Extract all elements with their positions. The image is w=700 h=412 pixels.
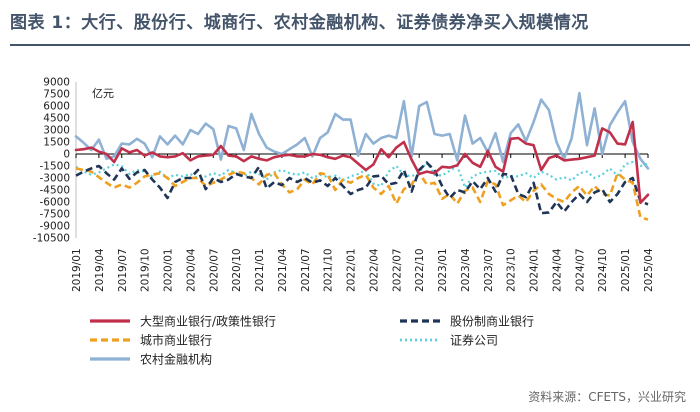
legend-item-4: 农村金融机构 xyxy=(90,352,212,367)
y-tick-label: -10500 xyxy=(33,233,70,245)
y-tick-label: -1500 xyxy=(39,161,70,173)
y-tick-label: 7500 xyxy=(43,89,70,101)
y-tick-label: -4500 xyxy=(39,185,70,197)
legend-item-0: 大型商业银行/政策性银行 xyxy=(90,314,276,329)
x-tick-label: 2024/07 xyxy=(574,248,586,292)
x-tick-label: 2024/04 xyxy=(551,248,563,292)
x-tick-label: 2022/01 xyxy=(346,248,358,292)
title-divider xyxy=(10,44,690,46)
y-tick-label: -3000 xyxy=(39,173,70,185)
legend-item-2: 城市商业银行 xyxy=(90,333,212,348)
legend-label: 大型商业银行/政策性银行 xyxy=(140,314,276,329)
x-tick-label: 2024/10 xyxy=(597,248,609,292)
x-tick-label: 2020/01 xyxy=(163,248,175,292)
y-tick-label: 0 xyxy=(63,149,70,161)
y-tick-label: 3000 xyxy=(43,125,70,137)
y-tick-label: -6000 xyxy=(39,197,70,209)
y-tick-label: 4500 xyxy=(43,113,70,125)
y-tick-label: -9000 xyxy=(39,221,70,233)
x-tick-label: 2021/04 xyxy=(277,248,289,292)
x-tick-label: 2022/10 xyxy=(414,248,426,292)
x-tick-label: 2020/10 xyxy=(231,248,243,292)
x-tick-label: 2023/10 xyxy=(506,248,518,292)
y-tick-label: 1500 xyxy=(43,137,70,149)
x-tick-label: 2025/01 xyxy=(620,248,632,292)
x-tick-label: 2021/10 xyxy=(323,248,335,292)
x-axis: 2019/01 2019/04 2019/07 2019/10 2020/01 2020/… xyxy=(71,153,655,292)
x-tick-label: 2025/04 xyxy=(643,248,655,292)
series-layer xyxy=(74,91,650,221)
series-line-0 xyxy=(74,120,650,205)
series-line-1 xyxy=(75,161,649,215)
y-tick-label: -7500 xyxy=(39,209,70,221)
x-tick-label: 2023/04 xyxy=(460,248,472,292)
y-unit-label: 亿元 xyxy=(92,87,114,100)
y-axis: 9000750060004500300015000-1500-3000-4500… xyxy=(33,77,77,245)
x-tick-label: 2022/07 xyxy=(391,248,403,292)
y-tick-label: 6000 xyxy=(43,101,70,113)
x-tick-label: 2019/07 xyxy=(117,248,129,292)
x-tick-label: 2022/04 xyxy=(368,248,380,292)
legend-label: 证券公司 xyxy=(450,333,498,348)
x-tick-label: 2020/07 xyxy=(208,248,220,292)
series-line-3 xyxy=(75,160,649,189)
x-tick-label: 2023/01 xyxy=(437,248,449,292)
source-note: 资料来源：CFETS，兴业研究 xyxy=(528,390,686,404)
series-line-4 xyxy=(74,91,650,170)
x-tick-label: 2021/01 xyxy=(254,248,266,292)
legend-label: 股份制商业银行 xyxy=(450,314,534,329)
x-tick-label: 2019/10 xyxy=(140,248,152,292)
x-tick-label: 2019/01 xyxy=(71,248,83,292)
chart-title: 图表 1：大行、股份行、城商行、农村金融机构、证券债券净买入规模情况 xyxy=(10,13,589,33)
series-line-2 xyxy=(75,167,649,221)
legend-label: 农村金融机构 xyxy=(140,352,212,367)
x-tick-label: 2021/07 xyxy=(300,248,312,292)
x-tick-label: 2023/07 xyxy=(483,248,495,292)
legend-label: 城市商业银行 xyxy=(140,333,212,348)
x-tick-label: 2019/04 xyxy=(94,248,106,292)
legend-item-3: 证券公司 xyxy=(400,333,498,348)
x-tick-label: 2020/04 xyxy=(185,248,197,292)
y-tick-label: 9000 xyxy=(43,77,70,89)
legend-item-1: 股份制商业银行 xyxy=(400,314,534,329)
x-tick-label: 2024/01 xyxy=(529,248,541,292)
